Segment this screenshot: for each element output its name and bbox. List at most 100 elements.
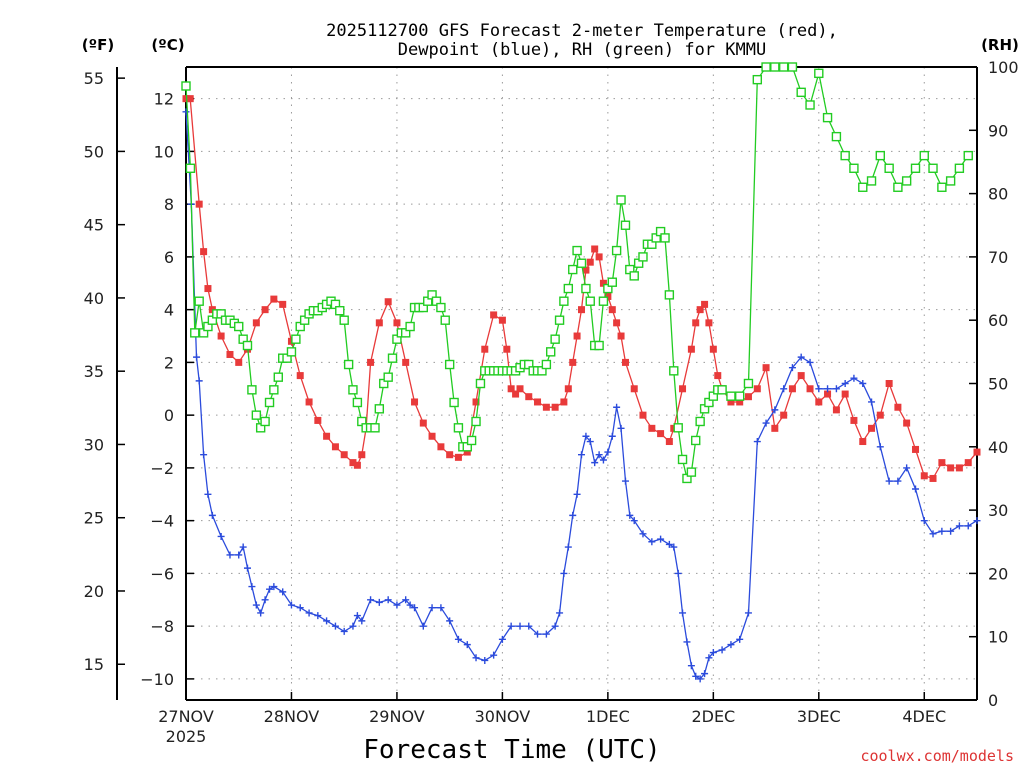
dewpoint-point <box>556 609 564 617</box>
rh-point <box>954 163 965 173</box>
c-tick-label: 2 <box>164 353 174 372</box>
dewpoint-point <box>257 609 265 617</box>
rh-point <box>598 296 609 306</box>
dewpoint-point <box>876 443 884 451</box>
dewpoint-point <box>182 108 190 116</box>
dewpoint-point <box>248 583 256 591</box>
rh-point <box>550 334 560 344</box>
rh-point <box>194 296 204 306</box>
rh-point <box>370 423 380 433</box>
credit-link[interactable]: coolwx.com/models <box>860 747 1014 765</box>
dewpoint-point <box>358 617 366 625</box>
rh-tick-label: 50 <box>988 375 1008 394</box>
temperature-point <box>903 419 911 427</box>
rh-point <box>743 378 754 389</box>
dewpoint-point <box>744 609 752 617</box>
temperature-point <box>617 332 625 340</box>
dewpoint-point <box>683 638 691 646</box>
dewpoint-point <box>314 612 322 620</box>
dewpoint-point <box>573 490 581 498</box>
temperature-point <box>868 424 876 432</box>
dewpoint-point <box>226 551 234 559</box>
temperature-point <box>428 432 436 440</box>
temperature-point <box>912 445 920 453</box>
dewpoint-point <box>542 630 550 638</box>
temperature-point <box>687 345 695 353</box>
rh-point <box>875 150 885 161</box>
rh-point <box>778 62 789 72</box>
rh-point <box>840 150 850 161</box>
rh-point <box>559 296 569 306</box>
rh-point <box>554 315 565 325</box>
temperature-point <box>353 461 361 469</box>
dewpoint-point <box>753 438 761 446</box>
dewpoint-point <box>920 517 928 525</box>
rh-point <box>928 163 938 173</box>
temperature-point <box>503 345 511 353</box>
dewpoint-point <box>208 511 216 519</box>
temperature-point <box>226 350 234 358</box>
temperature-point <box>573 332 581 340</box>
rh-point <box>919 150 929 161</box>
rh-point <box>181 81 191 91</box>
dewpoint-point <box>578 451 585 459</box>
rh-point <box>572 245 582 256</box>
dewpoint-point <box>608 432 616 440</box>
dewpoint-point <box>437 604 445 612</box>
rh-point <box>673 423 683 433</box>
rh-point <box>568 264 578 275</box>
rh-point <box>444 359 455 370</box>
temperature-point <box>876 411 884 419</box>
dewpoint-point <box>955 522 963 530</box>
rh-point <box>717 385 727 395</box>
rh-point <box>343 359 354 370</box>
temperature-point <box>402 358 410 366</box>
temperature-point <box>894 403 902 411</box>
temperature-point <box>824 390 832 398</box>
dewpoint-point <box>674 569 682 577</box>
rh-point <box>387 353 398 363</box>
dewpoint-point <box>639 530 647 538</box>
dewpoint-point <box>384 596 392 604</box>
temperature-point <box>604 292 612 300</box>
temperature-point <box>947 464 955 472</box>
dewpoint-point <box>929 530 937 538</box>
temperature-point <box>564 385 572 393</box>
temperature-point <box>323 432 331 440</box>
rh-point <box>726 391 736 401</box>
f-tick-label: 45 <box>84 216 104 235</box>
rh-point <box>383 372 393 382</box>
temperature-point <box>481 345 489 353</box>
unit-label-fahrenheit: (ºF) <box>82 36 114 54</box>
dewpoint-point <box>630 517 638 525</box>
series-rh <box>181 62 973 484</box>
rh-point <box>247 385 257 395</box>
unit-label-celsius: (ºC) <box>151 36 184 54</box>
dewpoint-point <box>591 459 599 467</box>
x-tick-label: 4DEC <box>902 707 946 726</box>
temperature-point <box>551 403 559 411</box>
rh-point <box>335 306 345 316</box>
temperature-point <box>736 398 744 406</box>
rh-tick-label: 100 <box>988 58 1019 77</box>
dewpoint-point <box>617 424 625 432</box>
x-tick-label: 30NOV <box>475 707 531 726</box>
temperature-point <box>885 380 893 387</box>
temperature-point <box>744 393 752 401</box>
rh-point <box>616 195 626 205</box>
temperature-point <box>955 464 963 472</box>
rh-point <box>611 245 622 256</box>
temperature-point <box>599 279 607 287</box>
rh-point <box>901 176 912 186</box>
rh-point <box>866 176 877 186</box>
rh-point <box>348 385 358 395</box>
dewpoint-point <box>349 622 357 630</box>
dewpoint-point <box>815 385 823 393</box>
dewpoint-point <box>973 517 981 525</box>
temperature-point <box>780 411 788 419</box>
temperature-point <box>490 311 498 319</box>
x-tick-label: 28NOV <box>264 707 320 726</box>
temperature-point <box>217 332 225 340</box>
dewpoint-point <box>599 456 607 464</box>
dewpoint-point <box>701 670 709 678</box>
